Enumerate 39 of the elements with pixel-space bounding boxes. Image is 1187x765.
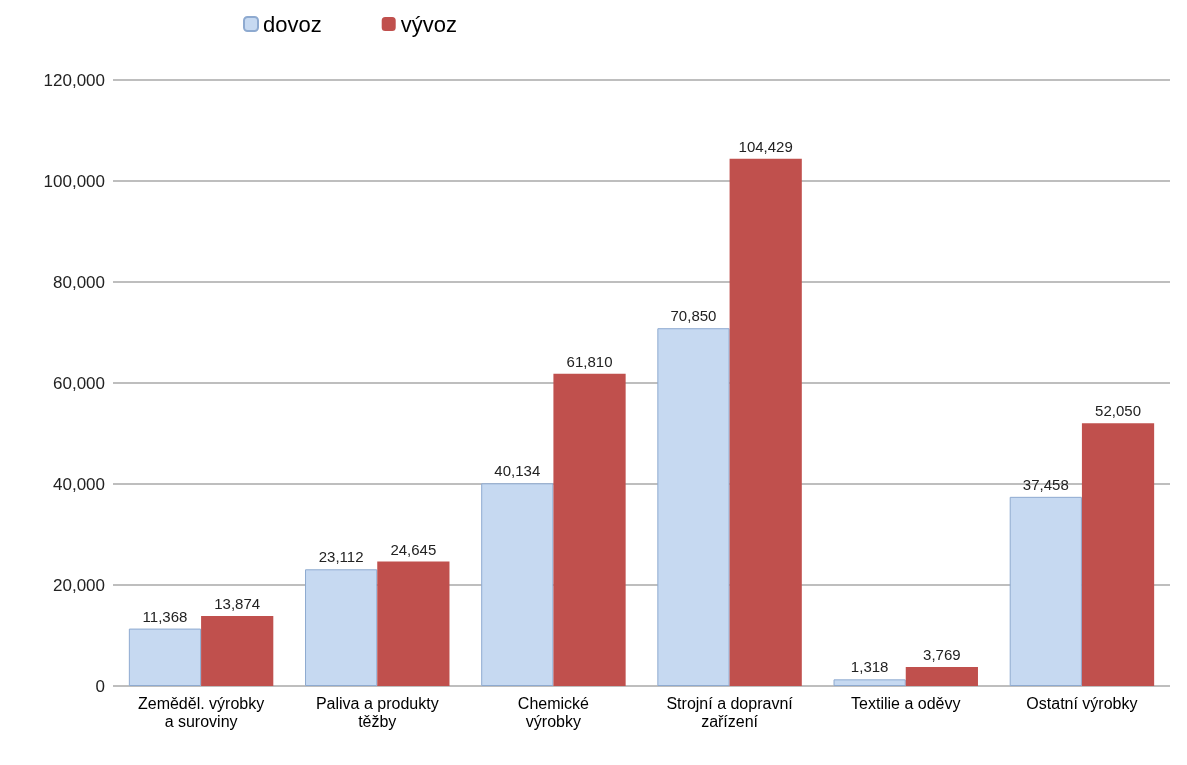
bar <box>833 679 906 686</box>
data-label: 11,368 <box>142 607 188 625</box>
x-tick-label: Zeměděl. výrobky a suroviny <box>137 694 265 730</box>
x-tick-label: Paliva a produkty těžby <box>315 694 439 730</box>
data-label: 52,050 <box>1095 402 1141 420</box>
x-tick-label: Textilie a oděvy <box>851 694 961 712</box>
bar <box>377 561 450 686</box>
y-tick-label: 80,000 <box>53 272 105 292</box>
y-tick-label: 100,000 <box>43 171 105 191</box>
bar <box>729 158 802 686</box>
y-tick-label: 120,000 <box>43 70 105 90</box>
data-label: 37,458 <box>1022 475 1069 493</box>
bar <box>1009 496 1082 686</box>
data-label: 3,769 <box>923 645 961 663</box>
bar <box>905 666 978 686</box>
data-label: 104,429 <box>738 137 793 155</box>
bar <box>553 373 626 686</box>
y-tick-label: 20,000 <box>53 575 105 595</box>
legend-label: vývoz <box>400 11 457 37</box>
data-label: 40,134 <box>494 462 541 480</box>
bar <box>1081 423 1155 686</box>
y-tick-label: 0 <box>95 676 105 696</box>
x-tick-label: Chemické výrobky <box>517 694 590 730</box>
y-tick-label: 60,000 <box>53 373 105 393</box>
data-label: 70,850 <box>670 307 717 325</box>
bar <box>305 569 378 686</box>
bar <box>657 328 730 686</box>
x-tick-label: Strojní a dopravní zařízení <box>666 694 794 730</box>
bar <box>201 615 274 686</box>
y-tick-label: 40,000 <box>53 474 105 494</box>
data-label: 24,645 <box>390 540 437 558</box>
legend-label: dovoz <box>263 11 322 37</box>
bar <box>481 483 554 686</box>
data-label: 1,318 <box>850 658 889 676</box>
data-label: 61,810 <box>566 352 613 370</box>
x-tick-label: Ostatní výrobky <box>1026 694 1138 712</box>
data-label: 23,112 <box>318 548 364 566</box>
data-label: 13,874 <box>214 594 261 612</box>
bar <box>128 628 202 686</box>
